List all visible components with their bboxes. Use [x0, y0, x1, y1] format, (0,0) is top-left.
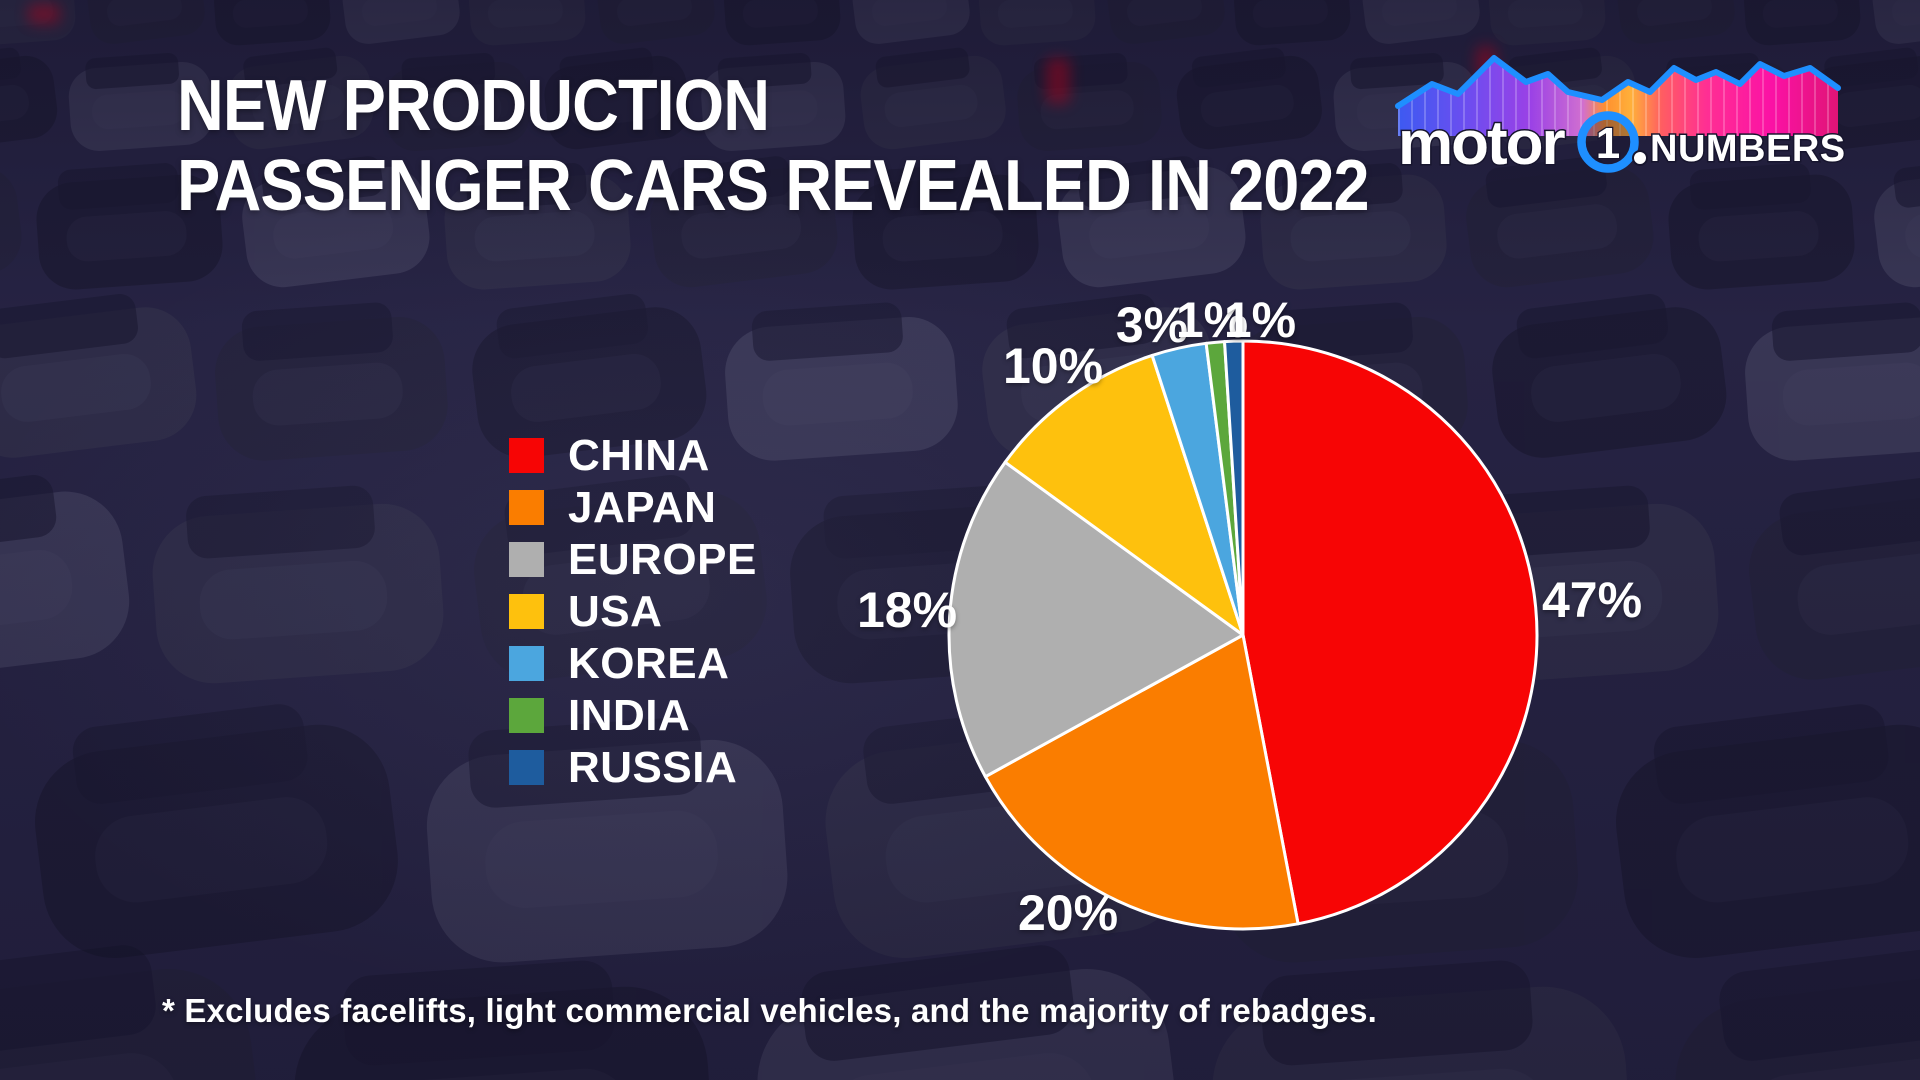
logo-one-ring — [1577, 111, 1639, 173]
legend-item-china: CHINA — [509, 431, 757, 480]
legend-label: CHINA — [568, 431, 710, 480]
logo-numbers-text: NUMBERS — [1650, 128, 1846, 170]
pie-chart — [947, 339, 1539, 931]
legend-item-russia: RUSSIA — [509, 743, 757, 792]
legend-label: EUROPE — [568, 535, 757, 584]
legend-swatch — [509, 438, 544, 473]
legend-label: USA — [568, 587, 663, 636]
legend-swatch — [509, 698, 544, 733]
title-line-2: PASSENGER CARS REVEALED IN 2022 — [177, 146, 1370, 226]
legend-swatch — [509, 646, 544, 681]
legend-label: INDIA — [568, 691, 691, 740]
pie-slice-russia — [1223, 339, 1245, 637]
motor1-numbers-logo: motor 1 NUMBERS — [1395, 42, 1847, 182]
logo-one-digit: 1 — [1596, 119, 1620, 168]
background-taillight-blob — [28, 4, 60, 24]
pie-slice-china — [1241, 339, 1539, 926]
title-line-1: NEW PRODUCTION — [177, 66, 770, 146]
legend-label: JAPAN — [568, 483, 717, 532]
legend-label: RUSSIA — [568, 743, 738, 792]
logo-motor-text: motor — [1398, 109, 1566, 178]
legend-item-europe: EUROPE — [509, 535, 757, 584]
pie-slice-japan — [983, 633, 1300, 931]
legend-item-japan: JAPAN — [509, 483, 757, 532]
legend-item-usa: USA — [509, 587, 757, 636]
background-taillight-blob — [1046, 58, 1070, 104]
footnote: * Excludes facelifts, light commercial v… — [162, 992, 1378, 1029]
logo-sparkline-mountain — [1395, 55, 1841, 136]
legend-item-india: INDIA — [509, 691, 757, 740]
legend-swatch — [509, 594, 544, 629]
logo-period-dot — [1632, 150, 1648, 166]
legend-label: KOREA — [568, 639, 730, 688]
legend-item-korea: KOREA — [509, 639, 757, 688]
legend: CHINA JAPAN EUROPE USA KOREA INDIA RUSSIA — [509, 431, 757, 792]
legend-swatch — [509, 542, 544, 577]
legend-swatch — [509, 490, 544, 525]
pie-slice-usa — [1003, 353, 1245, 637]
page-title: NEW PRODUCTION PASSENGER CARS REVEALED IN… — [177, 66, 1370, 226]
pie-slice-europe — [947, 460, 1245, 779]
legend-swatch — [509, 750, 544, 785]
